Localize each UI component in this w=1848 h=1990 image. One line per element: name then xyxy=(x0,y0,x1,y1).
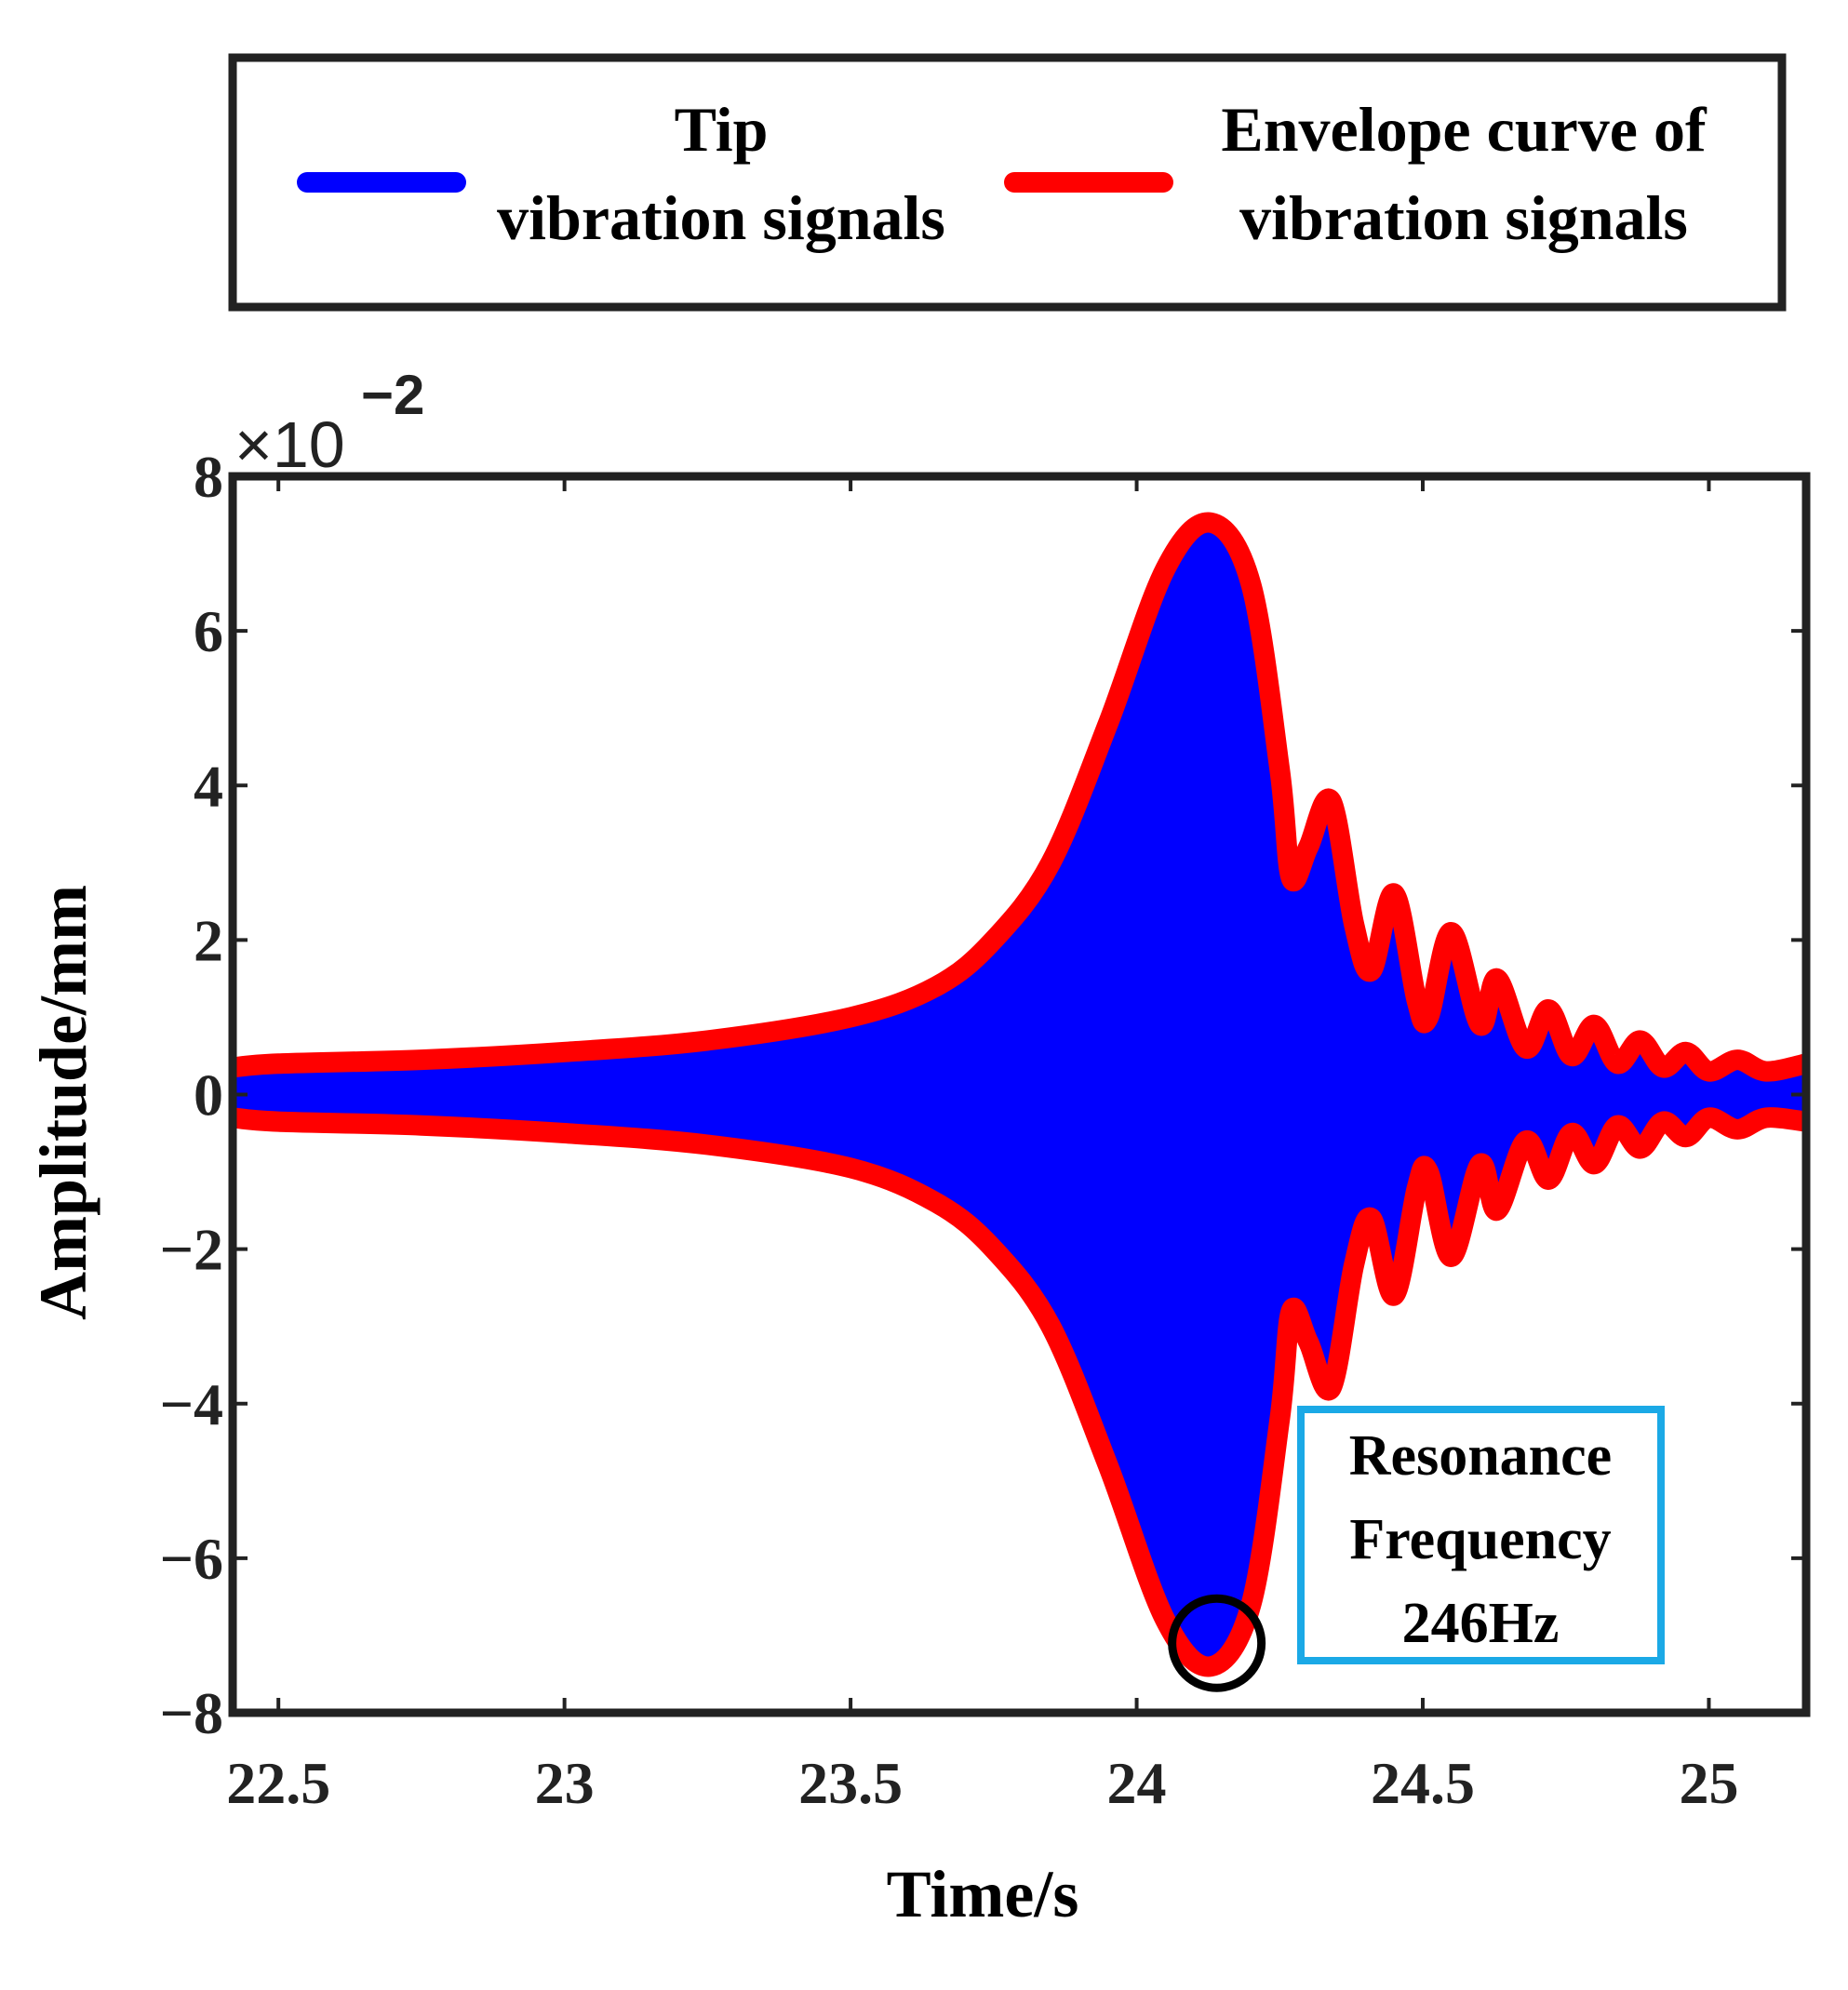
y-tick-label: −2 xyxy=(160,1217,223,1283)
y-tick-label: 0 xyxy=(194,1062,223,1129)
resonance-annotation-line3: 246Hz xyxy=(1402,1592,1560,1655)
legend-label-envelope-line1: Envelope curve of xyxy=(1221,94,1707,165)
y-tick-label: −8 xyxy=(160,1680,223,1746)
resonance-annotation-box xyxy=(1297,1406,1665,1664)
legend-label-tip-line2: vibration signals xyxy=(497,182,945,253)
envelope-curve-lower xyxy=(233,1107,1806,1677)
y-axis-title: Amplitude/mm xyxy=(26,885,100,1320)
x-tick-label: 24 xyxy=(1107,1750,1167,1816)
y-tick-label: 2 xyxy=(194,907,223,973)
legend-label-tip-line1: Tip xyxy=(675,94,769,165)
tip-vibration-signal xyxy=(233,522,1806,1667)
x-tick-label: 24.5 xyxy=(1371,1750,1475,1816)
y-scale-multiplier: ×10 −2 xyxy=(234,364,424,481)
envelope-curve-upper xyxy=(233,512,1806,1082)
resonance-annotation-line1: Resonance xyxy=(1349,1424,1612,1488)
x-axis-title: Time/s xyxy=(887,1857,1079,1931)
x-tick-label: 23 xyxy=(535,1750,595,1816)
resonance-annotation: Resonance Frequency 246Hz xyxy=(1297,1406,1665,1664)
y-scale-exponent: −2 xyxy=(361,364,424,426)
y-tick-label: −4 xyxy=(160,1371,223,1437)
y-tick-label: −6 xyxy=(160,1526,223,1592)
legend: Tip vibration signals Envelope curve of … xyxy=(228,53,1787,312)
legend-label-envelope-line2: vibration signals xyxy=(1239,182,1688,253)
y-tick-label: 8 xyxy=(194,444,223,510)
x-tick-label: 22.5 xyxy=(226,1750,330,1816)
resonance-annotation-line2: Frequency xyxy=(1349,1508,1611,1571)
x-tick-label: 23.5 xyxy=(798,1750,903,1816)
resonance-marker-circle xyxy=(1168,1594,1266,1692)
y-scale-base: ×10 xyxy=(234,408,345,481)
y-tick-label: 4 xyxy=(194,753,223,819)
plot-area xyxy=(233,512,1806,1692)
y-tick-label: 6 xyxy=(194,598,223,664)
x-tick-label: 25 xyxy=(1679,1750,1738,1816)
axis-ticks: 22.5 23 23.5 24 24.5 25 8 6 4 2 0 −2 −4 −6 −8 xyxy=(160,444,1806,1816)
